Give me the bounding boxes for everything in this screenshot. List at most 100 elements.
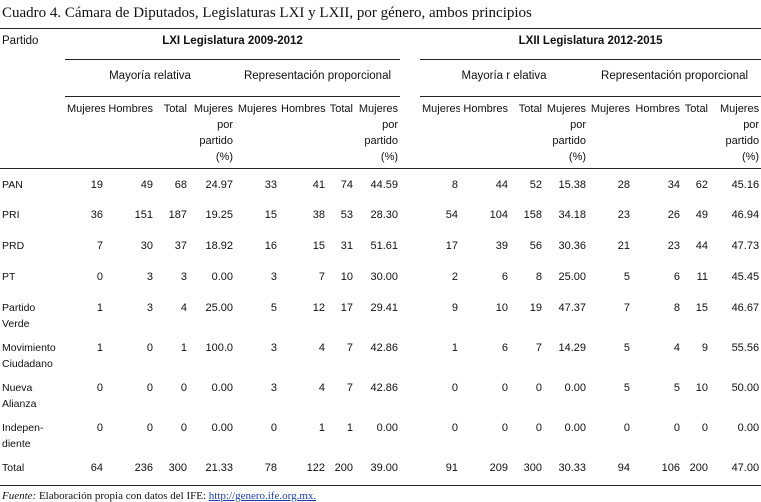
table-cell: 34	[667, 179, 681, 191]
gap	[400, 372, 420, 412]
table-cell: 3	[180, 270, 187, 283]
group-header: LXI Legislatura 2009-2012	[65, 28, 401, 60]
table-cell: 38	[312, 208, 325, 221]
gap	[400, 261, 420, 292]
group-header: LXII Legislatura 2012-2015	[420, 28, 761, 60]
table-row: PAN 19 49 68 24.97 33 41 74 44.59 8 44 52 15.38 28 34 6…	[0, 169, 761, 199]
table-cell: 6	[501, 341, 509, 354]
row-label: PAN	[2, 179, 23, 191]
table-cell: 5	[623, 270, 631, 283]
table-cell: 2	[451, 270, 459, 283]
table-cell: 3	[146, 270, 153, 283]
row-label: PRD	[2, 239, 25, 252]
table-cell: 9	[701, 341, 709, 354]
table-cell: 0	[701, 421, 709, 434]
header-row: Partido LXI Legislatura 2009-2012 LXII Leg…	[0, 28, 761, 169]
table-cell: 30.00	[370, 270, 399, 283]
table-cell: 1	[451, 341, 459, 354]
table-cell: 7	[346, 341, 353, 354]
table-cell: 52	[529, 179, 543, 191]
column-header: Hombres	[460, 96, 511, 169]
column-header: Mujeres por partido (%)	[189, 96, 235, 169]
column-header: Total	[327, 96, 355, 169]
table-cell: 7	[535, 341, 543, 354]
column-header: Mujeres	[235, 96, 279, 169]
table-cell: 10	[340, 270, 353, 283]
table-cell: 91	[420, 451, 461, 486]
column-header: Hombres	[632, 96, 683, 169]
table-cell: 19	[529, 301, 543, 314]
table-cell: 53	[340, 208, 353, 221]
table-cell: 10	[695, 381, 709, 394]
table-cell: 0	[501, 381, 509, 394]
subgroup-header: Mayoría r elativa	[420, 59, 589, 97]
table-cell: 151	[134, 208, 153, 221]
gap	[400, 292, 420, 332]
table-cell: 1	[318, 421, 325, 434]
table-cell: 5	[270, 301, 277, 314]
subgroup-header: Representación proporcional	[588, 59, 761, 97]
table-cell: 5	[623, 341, 631, 354]
table-cell: 0	[96, 421, 103, 434]
table-cell: 0	[146, 421, 153, 434]
table-cell: 106	[632, 451, 683, 486]
table-cell: 21	[617, 239, 631, 252]
source-label: Fuente:	[2, 490, 37, 502]
table-cell: 64	[65, 451, 105, 486]
table-cell: 39	[495, 239, 509, 252]
table-cell: 31	[340, 239, 353, 252]
table-cell: 54	[445, 208, 459, 221]
subgroup-header: Representación proporcional	[235, 59, 401, 97]
table-cell: 14.29	[558, 341, 587, 354]
table-cell: 4	[318, 341, 325, 354]
source-link[interactable]: http://genero.ife.org.mx.	[208, 490, 317, 502]
table-cell: 15.38	[558, 179, 587, 191]
table-cell: 0.00	[376, 421, 399, 434]
table-cell: 41	[312, 179, 325, 191]
table-cell: 42.86	[370, 341, 399, 354]
table-cell: 3	[270, 341, 277, 354]
table-cell: 7	[346, 381, 353, 394]
gap	[400, 230, 420, 261]
table-cell: 45.16	[731, 179, 760, 191]
table-cell: 0.00	[211, 381, 233, 394]
row-label: Nueva Alianza	[2, 381, 37, 410]
column-header: Mujeres	[420, 96, 461, 169]
table-cell: 0.00	[564, 381, 587, 394]
table-cell: 0.00	[211, 421, 233, 434]
table-cell: 7	[96, 239, 103, 252]
table-cell: 34.18	[558, 208, 587, 221]
table-cell: 11	[696, 270, 709, 283]
table-cell: 33	[264, 179, 277, 191]
table-cell: 4	[318, 381, 325, 394]
table-cell: 44	[695, 239, 709, 252]
table-cell: 5	[673, 381, 681, 394]
table-cell: 1	[96, 341, 103, 354]
table-cell: 23	[617, 208, 631, 221]
table-cell: 30.33	[544, 451, 589, 486]
table-row: Movimiento Ciudadano 1 0 1 100.0 3 4 7 42.86 1 6 7 1…	[0, 332, 761, 372]
gap	[400, 332, 420, 372]
table-cell: 25.00	[558, 270, 587, 283]
table-cell: 5	[623, 381, 631, 394]
row-label: Indepen-diente	[2, 421, 44, 450]
table-cell: 17	[340, 301, 353, 314]
table-cell: 0.00	[211, 270, 233, 283]
table-cell: 8	[535, 270, 543, 283]
table-cell: 104	[489, 208, 509, 221]
table-cell: 6	[673, 270, 681, 283]
column-header: Total	[155, 96, 189, 169]
table-cell: 49	[695, 208, 709, 221]
table-cell: 56	[529, 239, 543, 252]
table-cell: 21.33	[189, 451, 235, 486]
table-cell: 46.67	[731, 301, 760, 314]
table-cell: 3	[270, 270, 277, 283]
table-cell: 8	[673, 301, 681, 314]
table-cell: 7	[318, 270, 325, 283]
table-cell: 39.00	[355, 451, 401, 486]
table-cell: 18.92	[205, 239, 233, 252]
column-header: Hombres	[279, 96, 327, 169]
table-cell: 0	[270, 421, 277, 434]
table-cell: 19.25	[205, 208, 233, 221]
